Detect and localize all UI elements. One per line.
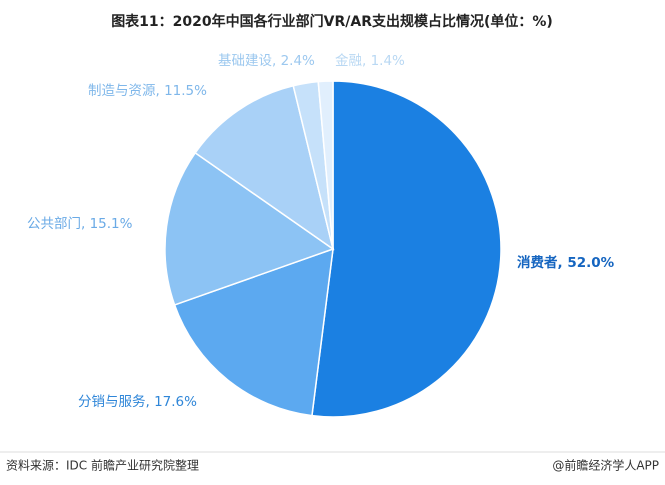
data-label: 金融, 1.4%: [335, 53, 405, 69]
data-label: 制造与资源, 11.5%: [88, 83, 207, 99]
data-label: 公共部门, 15.1%: [27, 216, 133, 232]
pie-slice: [173, 247, 334, 417]
data-label: 基础建设, 2.4%: [218, 52, 315, 69]
pie-slice: [311, 80, 502, 418]
source: 资料来源：IDC 前瞻产业研究院整理: [6, 458, 199, 473]
pie-slice: [164, 151, 335, 306]
data-label: 消费者, 52.0%: [517, 254, 615, 271]
data-label: 分销与服务, 17.6%: [78, 394, 197, 410]
pie-slice: [194, 84, 335, 251]
chart-title: 图表11：2020年中国各行业部门VR/AR支出规模占比情况(单位：%): [111, 13, 553, 30]
credit: @前瞻经济学人APP: [552, 458, 659, 473]
pie-slice: [317, 80, 334, 250]
